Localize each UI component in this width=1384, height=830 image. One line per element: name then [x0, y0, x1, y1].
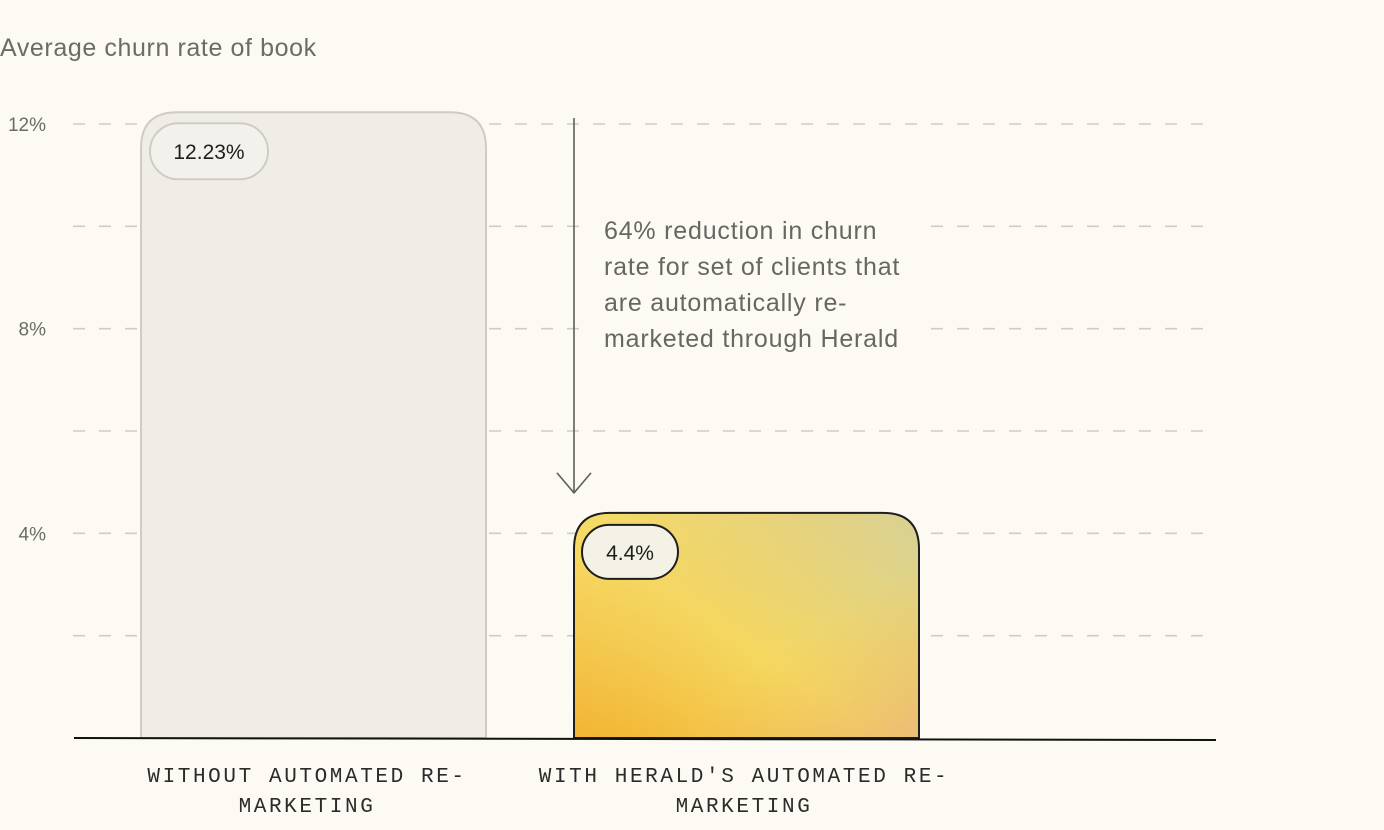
- reduction-arrow: [556, 118, 592, 495]
- bars: 12.23% 4.4%: [140, 111, 920, 739]
- x-axis-line: [73, 737, 1217, 741]
- value-pill-without: [149, 122, 269, 181]
- x-axis: [73, 737, 1217, 741]
- value-label-with-herald: 4.4%: [606, 542, 654, 565]
- reduction-annotation: 64% reduction in churn rate for set of c…: [604, 217, 901, 353]
- arrow-head: [556, 472, 592, 495]
- value-label-without: 12.23%: [173, 141, 244, 164]
- y-tick-label: 4%: [19, 524, 47, 545]
- category-label-without: WITHOUT AUTOMATED RE-MARKETING: [147, 766, 467, 819]
- chart-title: Average churn rate of book: [0, 34, 317, 62]
- y-tick-label: 12%: [8, 115, 46, 136]
- bar-without-automation: [140, 111, 487, 739]
- category-label-with-herald: WITH HERALD'S AUTOMATED RE-MARKETING: [538, 766, 950, 819]
- annotation-backdrop: [590, 210, 920, 396]
- y-tick-label: 8%: [19, 320, 47, 341]
- y-axis-ticks: 12% 8% 4%: [8, 115, 46, 545]
- value-pill-with-herald: [581, 523, 679, 580]
